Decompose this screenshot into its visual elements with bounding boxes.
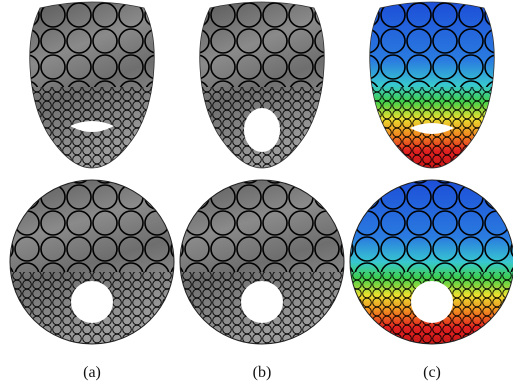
face-c bbox=[362, 0, 502, 177]
caption: (c) bbox=[423, 364, 441, 381]
disk-a bbox=[2, 172, 182, 357]
caption: (a) bbox=[83, 364, 101, 381]
caption: (b) bbox=[253, 364, 272, 381]
figure: (a) (b) (c) bbox=[0, 0, 513, 387]
face-b bbox=[192, 0, 332, 177]
disk-b bbox=[172, 172, 352, 357]
page: (a) (b) (c) (() => { const data = JSON.p… bbox=[0, 0, 513, 387]
disk-c bbox=[342, 172, 513, 357]
face-a bbox=[22, 0, 162, 177]
